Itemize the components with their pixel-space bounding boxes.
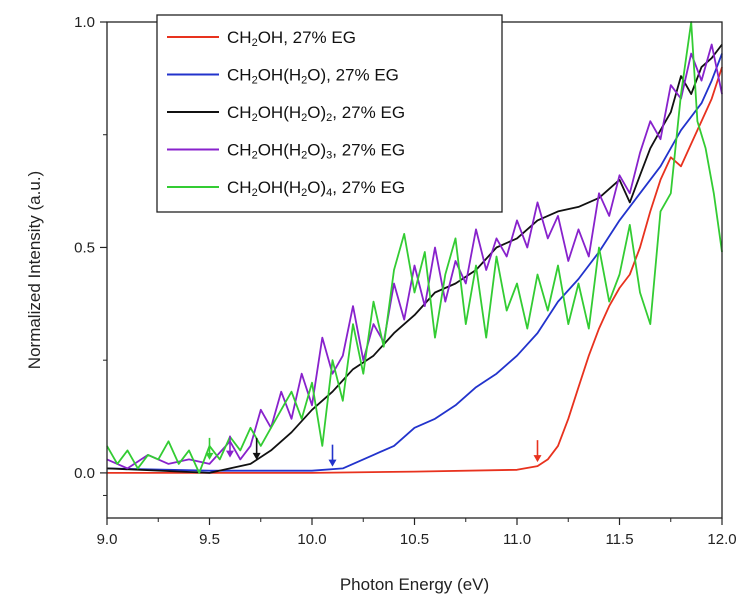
legend-label-4: CH2OH(H2O)4, 27% EG [227, 178, 405, 199]
y-tick-label: 0.0 [74, 465, 95, 482]
x-tick-label: 12.0 [707, 531, 736, 548]
legend-label-2: CH2OH(H2O)2, 27% EG [227, 103, 405, 124]
legend-text-part: OH(H [258, 178, 301, 197]
legend-subscript: 2 [301, 75, 307, 87]
legend-text-part: O) [307, 141, 326, 160]
legend-subscript: 3 [326, 150, 332, 162]
onset-arrow-head [205, 452, 214, 460]
legend-label-1: CH2OH(H2O), 27% EG [227, 66, 399, 87]
legend-text-part: CH [227, 178, 252, 197]
marker-layer [205, 435, 542, 467]
onset-arrow-4 [205, 437, 214, 460]
legend-text-part: , 27% EG [332, 103, 405, 122]
series-line-4 [106, 21, 723, 474]
legend-text-part: O), 27% EG [307, 66, 399, 85]
legend-subscript: 2 [252, 37, 258, 49]
legend-subscript: 2 [252, 150, 258, 162]
legend-subscript: 2 [326, 112, 332, 124]
legend-text-part: CH [227, 28, 252, 47]
legend-subscript: 4 [326, 187, 332, 199]
legend-subscript: 2 [301, 187, 307, 199]
legend-subscript: 2 [301, 150, 307, 162]
legend-text-part: O) [307, 178, 326, 197]
series-line-2 [106, 43, 723, 474]
series-line-3 [106, 43, 723, 470]
legend-label-0: CH2OH, 27% EG [227, 28, 356, 49]
legend-text-part: , 27% EG [332, 178, 405, 197]
y-tick-label: 1.0 [74, 14, 95, 31]
y-axis-title: Normalized Intensity (a.u.) [25, 171, 44, 369]
legend-subscript: 2 [252, 187, 258, 199]
legend-text-part: OH(H [258, 141, 301, 160]
y-tick-label: 0.5 [74, 239, 95, 256]
legend-text-part: CH [227, 66, 252, 85]
series-layer [106, 21, 723, 474]
legend-subscript: 2 [301, 112, 307, 124]
legend-text-part: OH, 27% EG [258, 28, 356, 47]
series-line-1 [106, 53, 723, 472]
x-tick-label: 10.0 [297, 531, 326, 548]
onset-arrow-1 [328, 444, 337, 467]
legend-label-3: CH2OH(H2O)3, 27% EG [227, 141, 405, 162]
x-axis-title: Photon Energy (eV) [340, 575, 489, 594]
x-tick-label: 11.5 [605, 531, 633, 548]
legend-text-part: OH(H [258, 103, 301, 122]
onset-arrow-3 [252, 437, 261, 460]
legend-text-part: OH(H [258, 66, 301, 85]
legend-subscript: 2 [252, 75, 258, 87]
legend-subscript: 2 [252, 112, 258, 124]
x-tick-label: 10.5 [400, 531, 429, 548]
onset-arrow-head [328, 459, 337, 467]
legend-text-part: CH [227, 141, 252, 160]
legend-text-part: , 27% EG [332, 141, 405, 160]
legend-box [156, 14, 503, 213]
onset-arrow-head [226, 450, 234, 458]
x-tick-label: 9.0 [97, 531, 118, 548]
x-tick-label: 11.0 [503, 531, 531, 548]
onset-arrow-0 [226, 435, 234, 458]
series-line-0 [107, 66, 723, 474]
onset-arrow-head [533, 455, 542, 463]
legend-text-part: O) [307, 103, 326, 122]
legend-text-part: CH [227, 103, 252, 122]
x-tick-label: 9.5 [199, 531, 220, 548]
onset-arrow-2 [533, 440, 542, 463]
onset-arrow-head [252, 452, 261, 460]
